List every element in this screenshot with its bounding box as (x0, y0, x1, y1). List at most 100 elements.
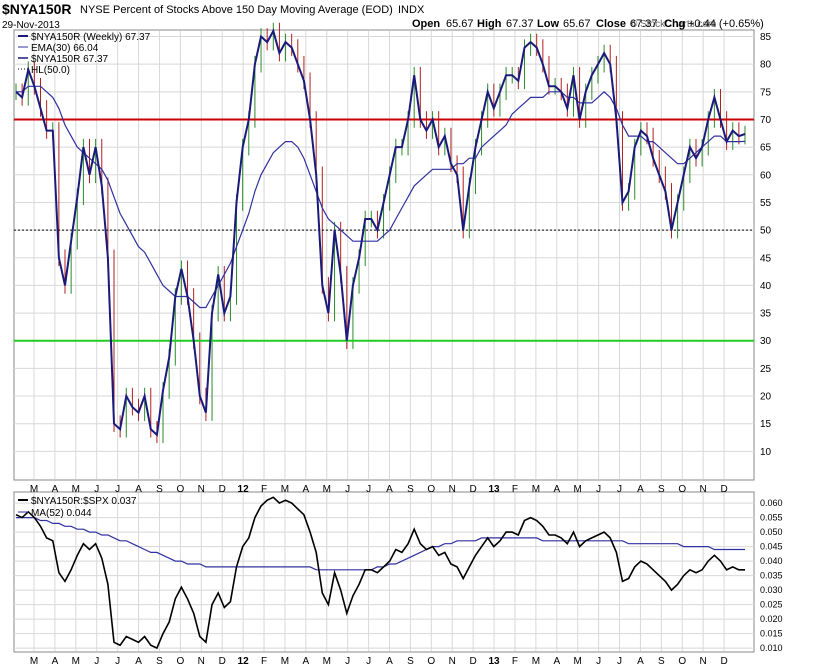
y-tick-label: 0.060 (760, 498, 783, 508)
y-tick-label: 0.045 (760, 542, 783, 552)
x-tick-label: M (574, 656, 582, 667)
y-tick-label: 70 (760, 115, 772, 126)
x-tick-label: A (52, 484, 59, 495)
chg-label: Chg (664, 18, 685, 30)
ohlc-readout: Open 65.67 High 67.37 Low 65.67 Close 67… (412, 18, 764, 30)
ratio-panel (13, 491, 755, 653)
x-tick-label: A (303, 656, 310, 667)
x-tick-label: J (366, 484, 371, 495)
y-tick-label: 45 (760, 253, 772, 264)
x-tick-label: M (281, 656, 289, 667)
x-tick-label: D (219, 656, 226, 667)
y-tick-label: 0.010 (760, 643, 783, 653)
x-tick-label: 12 (238, 656, 250, 667)
y-tick-label: 0.035 (760, 571, 783, 581)
y-tick-label: 35 (760, 309, 772, 320)
x-tick-label: J (596, 484, 601, 495)
x-tick-label: N (700, 656, 707, 667)
price-panel (13, 29, 755, 481)
open-value: 65.67 (446, 18, 474, 30)
x-tick-label: O (427, 656, 435, 667)
y-tick-label: 0.055 (760, 513, 783, 523)
x-tick-label: J (366, 656, 371, 667)
y-tick-label: 0.050 (760, 527, 783, 537)
close-value: 67.37 (630, 18, 658, 30)
watermark: © StockCharts.com (630, 19, 716, 30)
x-tick-label: D (720, 484, 727, 495)
x-tick-label: M (532, 656, 540, 667)
x-tick-label: J (617, 656, 622, 667)
open-label: Open (412, 18, 440, 30)
x-tick-label: M (532, 484, 540, 495)
ratio-line (15, 496, 745, 650)
x-tick-label: D (470, 656, 477, 667)
x-tick-label: J (94, 656, 99, 667)
x-axis: M M A A M M J J J J A A S S O O N N D D 12 12 F F M M A A M M J J J J A A S S… (30, 484, 728, 667)
ratio-lines (15, 496, 745, 650)
y-tick-label: 40 (760, 281, 772, 292)
x-tick-label: N (198, 484, 205, 495)
x-tick-label: S (407, 656, 414, 667)
y-tick-label: 15 (760, 419, 772, 430)
x-tick-label: M (323, 656, 331, 667)
x-tick-label: A (553, 656, 560, 667)
x-tick-label: A (135, 656, 142, 667)
close-label: Close (596, 18, 626, 30)
y-tick-label: 0.015 (760, 629, 783, 639)
y-tick-label: 60 (760, 170, 772, 181)
x-tick-label: D (219, 484, 226, 495)
x-tick-label: J (596, 656, 601, 667)
x-tick-label: D (470, 484, 477, 495)
x-tick-label: A (303, 484, 310, 495)
x-tick-label: M (323, 484, 331, 495)
y-tick-label: 65 (760, 143, 772, 154)
low-value: 65.67 (563, 18, 591, 30)
x-tick-label: M (30, 484, 38, 495)
high-label: High (477, 18, 502, 30)
y-tick-label: 10 (760, 447, 772, 458)
y-tick-label: 85 (760, 32, 772, 43)
x-tick-label: O (678, 656, 686, 667)
x-tick-label: S (658, 656, 665, 667)
x-tick-label: S (658, 484, 665, 495)
price-y-axis: 10 15 20 25 30 35 40 45 50 55 60 65 70 75 80 85 (760, 32, 772, 458)
x-tick-label: N (700, 484, 707, 495)
x-tick-label: J (617, 484, 622, 495)
x-tick-label: J (345, 484, 350, 495)
y-tick-label: 75 (760, 87, 772, 98)
y-tick-label: 25 (760, 364, 772, 375)
x-tick-label: O (176, 484, 184, 495)
reference-lines (14, 118, 754, 342)
y-tick-label: 80 (760, 60, 772, 71)
legend-series2: $NYA150R 67.37 (31, 54, 109, 65)
ma-line (16, 517, 745, 571)
y-tick-label: 50 (760, 226, 772, 237)
x-tick-label: A (553, 484, 560, 495)
x-tick-label: F (261, 484, 267, 495)
x-tick-label: N (449, 656, 456, 667)
y-tick-label: 30 (760, 336, 772, 347)
x-tick-label: M (281, 484, 289, 495)
x-tick-label: A (52, 656, 59, 667)
x-tick-label: F (512, 484, 518, 495)
y-tick-label: 55 (760, 198, 772, 209)
x-tick-label: N (449, 484, 456, 495)
price-lines (15, 28, 746, 437)
legend-hl: HL(50.0) (31, 65, 70, 76)
legend-price: $NYA150R (Weekly) 67.37 (31, 32, 151, 43)
x-tick-label: A (135, 484, 142, 495)
x-tick-label: 13 (488, 484, 500, 495)
x-tick-label: S (156, 484, 163, 495)
chg-value: +0.44 (+0.65%) (688, 18, 764, 30)
x-tick-label: M (574, 484, 582, 495)
legend-ratio: $NYA150R:$SPX 0.037 (31, 496, 137, 507)
ratio-y-axis: 0.010 0.015 0.020 0.025 0.030 0.035 0.040 0.045… (760, 498, 783, 653)
x-tick-label: N (198, 656, 205, 667)
x-tick-label: S (156, 656, 163, 667)
chart-title: NYSE Percent of Stocks Above 150 Day Mov… (80, 4, 393, 16)
y-tick-label: 0.025 (760, 600, 783, 610)
y-tick-label: 0.030 (760, 585, 783, 595)
y-tick-label: 0.040 (760, 556, 783, 566)
x-tick-label: 12 (238, 484, 250, 495)
low-label: Low (537, 18, 559, 30)
